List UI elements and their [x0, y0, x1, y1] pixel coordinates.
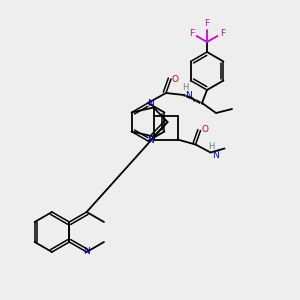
Text: O: O — [201, 125, 208, 134]
Text: F: F — [204, 20, 210, 28]
Text: N: N — [147, 136, 154, 145]
Text: H: H — [182, 83, 188, 92]
Text: F: F — [220, 28, 225, 38]
Text: N: N — [184, 92, 191, 100]
Text: N: N — [147, 99, 154, 108]
Text: F: F — [189, 28, 194, 38]
Text: H: H — [208, 142, 215, 151]
Text: O: O — [172, 74, 178, 83]
Text: N: N — [83, 248, 90, 256]
Text: N: N — [212, 151, 219, 160]
